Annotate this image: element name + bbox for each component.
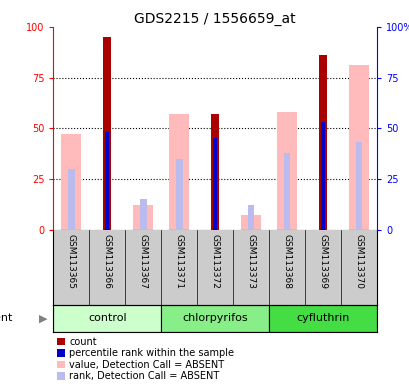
Bar xyxy=(105,132,109,230)
Text: control: control xyxy=(88,313,126,323)
Bar xyxy=(348,65,368,230)
Bar xyxy=(103,37,111,230)
Text: GSM113373: GSM113373 xyxy=(246,234,255,289)
Bar xyxy=(355,142,362,230)
Text: GSM113371: GSM113371 xyxy=(174,234,183,289)
Bar xyxy=(247,205,254,230)
Bar xyxy=(321,122,324,230)
Bar xyxy=(68,169,74,230)
Text: ▶: ▶ xyxy=(39,313,47,323)
Text: GSM113370: GSM113370 xyxy=(354,234,363,289)
Bar xyxy=(213,138,216,230)
Legend: count, percentile rank within the sample, value, Detection Call = ABSENT, rank, : count, percentile rank within the sample… xyxy=(56,337,234,381)
Text: agent: agent xyxy=(0,313,12,323)
Bar xyxy=(211,114,219,230)
Bar xyxy=(241,215,261,230)
Bar xyxy=(140,199,146,230)
Text: cyfluthrin: cyfluthrin xyxy=(296,313,349,323)
Bar xyxy=(319,55,326,230)
Text: GSM113369: GSM113369 xyxy=(318,234,327,289)
Text: GSM113365: GSM113365 xyxy=(67,234,76,289)
Bar xyxy=(175,159,182,230)
Text: chlorpyrifos: chlorpyrifos xyxy=(182,313,247,323)
Text: GSM113368: GSM113368 xyxy=(282,234,291,289)
FancyBboxPatch shape xyxy=(269,305,376,332)
Text: GSM113366: GSM113366 xyxy=(103,234,112,289)
Bar xyxy=(169,114,189,230)
Title: GDS2215 / 1556659_at: GDS2215 / 1556659_at xyxy=(134,12,295,26)
Bar xyxy=(133,205,153,230)
FancyBboxPatch shape xyxy=(161,305,269,332)
Bar xyxy=(276,112,297,230)
Text: GSM113372: GSM113372 xyxy=(210,234,219,289)
FancyBboxPatch shape xyxy=(53,305,161,332)
Bar xyxy=(283,152,290,230)
Text: GSM113367: GSM113367 xyxy=(138,234,147,289)
Bar xyxy=(61,134,81,230)
